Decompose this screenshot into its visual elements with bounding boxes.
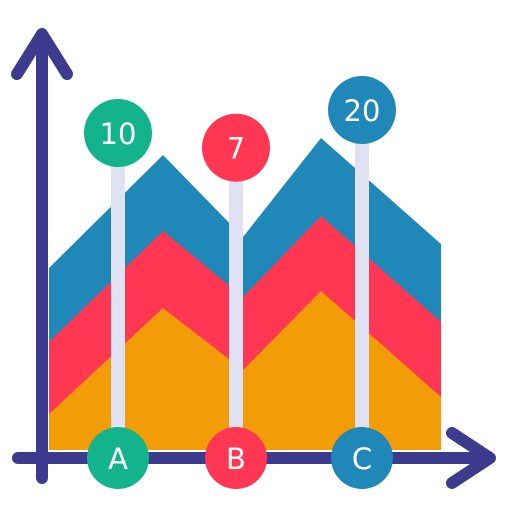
value-label-a: 10 — [100, 117, 137, 151]
category-bubble-c — [331, 427, 393, 489]
category-bubble-a — [87, 427, 149, 489]
value-bubble-a — [84, 99, 152, 167]
value-label-b: 7 — [227, 132, 245, 166]
y-axis-arrow — [11, 28, 73, 80]
category-bubble-b — [205, 427, 267, 489]
value-pin-c — [355, 110, 369, 458]
value-pin-b — [229, 147, 243, 458]
value-bubble-c — [328, 76, 396, 144]
value-pin-a — [111, 133, 125, 458]
category-label-a: A — [108, 442, 128, 476]
value-label-c: 20 — [344, 94, 381, 128]
category-markers: 10 A 7 B 20 C — [84, 76, 396, 489]
value-pins — [111, 110, 369, 458]
area-bottom — [49, 291, 441, 450]
category-label-c: C — [352, 442, 372, 476]
x-axis-arrow — [446, 427, 496, 489]
value-bubble-b — [202, 113, 270, 182]
category-label-b: B — [226, 442, 246, 476]
area-layers — [49, 138, 441, 450]
